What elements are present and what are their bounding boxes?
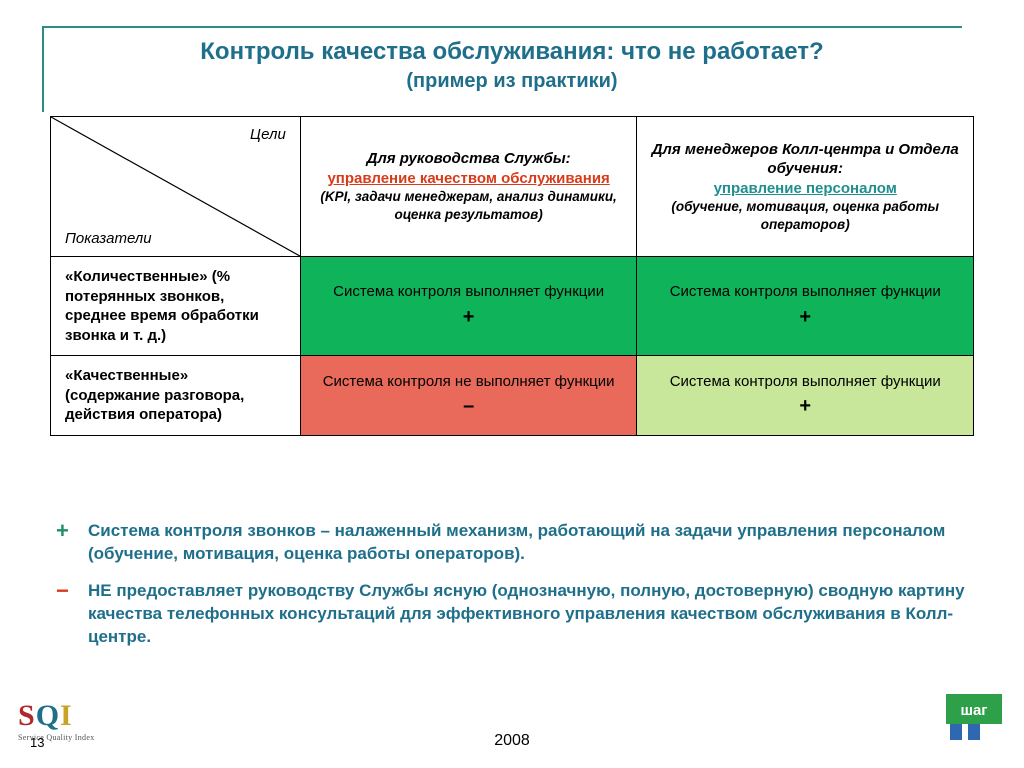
minus-icon: – <box>315 393 623 419</box>
bullet-positive: + Система контроля звонков – налаженный … <box>56 520 966 566</box>
col1-line3: (KPI, задачи менеджерам, анализ динамики… <box>315 188 623 223</box>
bullet-text: Система контроля звонков – налаженный ме… <box>88 520 966 566</box>
title-main: Контроль качества обслуживания: что не р… <box>0 38 1024 66</box>
minus-icon: − <box>56 580 74 649</box>
cell-quant-pers: Система контроля выполняет функции + <box>637 257 974 356</box>
footer-year: 2008 <box>0 732 1024 750</box>
col2-line2: управление персоналом <box>651 179 959 199</box>
row-label-quantitative: «Количественные» (% потерянных звонков, … <box>51 257 301 356</box>
col1-line1: Для руководства Службы: <box>315 149 623 169</box>
plus-icon: + <box>651 304 959 330</box>
header-diagonal: Цели Показатели <box>51 117 301 257</box>
cell-qual-pers: Система контроля выполняет функции + <box>637 356 974 436</box>
bullet-negative: − НЕ предоставляет руководству Службы яс… <box>56 580 966 649</box>
cell-quant-mgmt: Система контроля выполняет функции + <box>300 257 637 356</box>
bullet-text: НЕ предоставляет руководству Службы ясну… <box>88 580 966 649</box>
diag-label-indicators: Показатели <box>65 229 152 249</box>
col2-line3: (обучение, мотивация, оценка работы опер… <box>651 198 959 233</box>
col1-line2: управление качеством обслуживания <box>315 169 623 189</box>
column-header-managers: Для менеджеров Колл-центра и Отдела обуч… <box>637 117 974 257</box>
bullet-list: + Система контроля звонков – налаженный … <box>56 520 966 663</box>
plus-icon: + <box>315 304 623 330</box>
cell-text: Система контроля выполняет функции <box>333 283 604 300</box>
cell-text: Система контроля выполняет функции <box>670 283 941 300</box>
plus-icon: + <box>56 520 74 566</box>
frame-top <box>42 26 962 28</box>
cell-text: Система контроля не выполняет функции <box>323 373 615 390</box>
title: Контроль качества обслуживания: что не р… <box>0 38 1024 93</box>
logo-shag-icon: шаг <box>946 694 1002 740</box>
row-label-qualitative: «Качественные» (содержание разговора, де… <box>51 356 301 436</box>
title-sub: (пример из практики) <box>0 70 1024 93</box>
cell-qual-mgmt: Система контроля не выполняет функции – <box>300 356 637 436</box>
plus-icon: + <box>651 393 959 419</box>
matrix-table: Цели Показатели Для руководства Службы: … <box>50 116 974 436</box>
svg-text:шаг: шаг <box>960 702 987 719</box>
column-header-management: Для руководства Службы: управление качес… <box>300 117 637 257</box>
col2-line1: Для менеджеров Колл-центра и Отдела обуч… <box>651 140 959 179</box>
diag-label-goals: Цели <box>250 125 286 145</box>
cell-text: Система контроля выполняет функции <box>670 373 941 390</box>
